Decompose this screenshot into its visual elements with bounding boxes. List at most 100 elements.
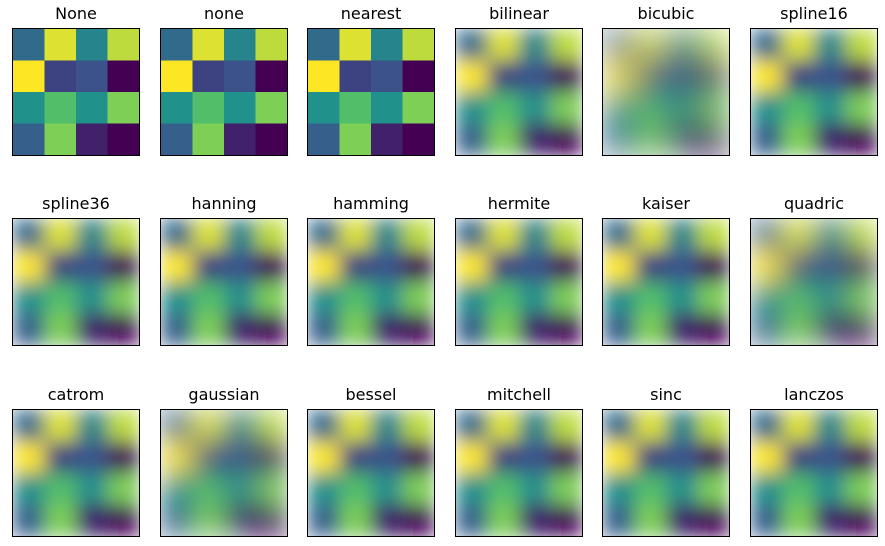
heatmap-cell bbox=[76, 504, 109, 536]
heatmap-panel-3: nearest bbox=[307, 4, 435, 156]
heatmap-cell bbox=[697, 473, 729, 506]
heatmap-plot-area bbox=[307, 409, 435, 537]
heatmap-cell bbox=[666, 92, 699, 125]
heatmap-cell bbox=[697, 250, 729, 283]
heatmap-cell bbox=[76, 219, 109, 252]
heatmap-cell bbox=[550, 219, 582, 252]
heatmap-cell bbox=[751, 60, 784, 93]
heatmap-cell bbox=[371, 313, 404, 345]
heatmap-panel-8: hanning bbox=[160, 194, 288, 346]
heatmap-cell bbox=[255, 92, 287, 125]
heatmap-cell bbox=[339, 29, 372, 62]
heatmap-cell bbox=[255, 123, 287, 155]
heatmap-panel-13: catrom bbox=[12, 385, 140, 537]
heatmap-cell bbox=[697, 123, 729, 155]
heatmap-cell bbox=[845, 282, 877, 315]
heatmap-cell bbox=[192, 123, 225, 155]
heatmap-image bbox=[456, 29, 582, 155]
heatmap-cell bbox=[339, 473, 372, 506]
heatmap-cell bbox=[814, 250, 847, 283]
heatmap-cell bbox=[44, 92, 77, 125]
heatmap-cells bbox=[751, 410, 877, 536]
heatmap-image bbox=[603, 410, 729, 536]
heatmap-cell bbox=[255, 219, 287, 252]
heatmap-cell bbox=[603, 123, 636, 155]
heatmap-cell bbox=[107, 123, 139, 155]
heatmap-cell bbox=[603, 29, 636, 62]
heatmap-panel-10: hermite bbox=[455, 194, 583, 346]
heatmap-cell bbox=[814, 504, 847, 536]
heatmap-cell bbox=[550, 92, 582, 125]
heatmap-cell bbox=[308, 441, 341, 474]
heatmap-cells bbox=[308, 219, 434, 345]
heatmap-cell bbox=[44, 123, 77, 155]
heatmap-cell bbox=[603, 250, 636, 283]
heatmap-cell bbox=[13, 92, 46, 125]
heatmap-cell bbox=[76, 313, 109, 345]
heatmap-cell bbox=[107, 92, 139, 125]
heatmap-cell bbox=[76, 29, 109, 62]
heatmap-plot-area bbox=[602, 218, 730, 346]
heatmap-cell bbox=[456, 282, 489, 315]
heatmap-cell bbox=[845, 504, 877, 536]
panel-title: catrom bbox=[47, 385, 105, 404]
heatmap-plot-area bbox=[750, 218, 878, 346]
heatmap-image bbox=[751, 410, 877, 536]
heatmap-cell bbox=[371, 282, 404, 315]
panel-title: spline16 bbox=[780, 4, 848, 23]
heatmap-cell bbox=[339, 441, 372, 474]
heatmap-cell bbox=[550, 282, 582, 315]
heatmap-cell bbox=[814, 60, 847, 93]
heatmap-cell bbox=[634, 60, 667, 93]
heatmap-cell bbox=[751, 313, 784, 345]
heatmap-cell bbox=[13, 123, 46, 155]
heatmap-cell bbox=[161, 473, 194, 506]
heatmap-cell bbox=[339, 219, 372, 252]
panel-title: gaussian bbox=[188, 385, 260, 404]
heatmap-cell bbox=[603, 60, 636, 93]
heatmap-plot-area bbox=[455, 218, 583, 346]
heatmap-cell bbox=[456, 250, 489, 283]
heatmap-cell bbox=[782, 250, 815, 283]
heatmap-cell bbox=[845, 441, 877, 474]
heatmap-cell bbox=[845, 60, 877, 93]
heatmap-cell bbox=[487, 123, 520, 155]
heatmap-cell bbox=[697, 219, 729, 252]
heatmap-cell bbox=[76, 473, 109, 506]
heatmap-cell bbox=[224, 282, 257, 315]
heatmap-cell bbox=[339, 123, 372, 155]
heatmap-cell bbox=[603, 219, 636, 252]
panel-title: nearest bbox=[340, 4, 402, 23]
heatmap-cell bbox=[44, 250, 77, 283]
heatmap-cell bbox=[76, 123, 109, 155]
heatmap-cell bbox=[192, 29, 225, 62]
heatmap-cell bbox=[456, 60, 489, 93]
heatmap-cell bbox=[371, 219, 404, 252]
heatmap-cells bbox=[603, 29, 729, 155]
heatmap-cell bbox=[550, 504, 582, 536]
heatmap-cell bbox=[814, 410, 847, 443]
heatmap-cell bbox=[634, 313, 667, 345]
heatmap-cell bbox=[634, 92, 667, 125]
heatmap-plot-area bbox=[12, 28, 140, 156]
heatmap-cells bbox=[456, 410, 582, 536]
heatmap-cell bbox=[402, 219, 434, 252]
heatmap-cell bbox=[76, 441, 109, 474]
heatmap-cell bbox=[224, 473, 257, 506]
heatmap-cells bbox=[456, 29, 582, 155]
heatmap-cell bbox=[782, 410, 815, 443]
heatmap-cell bbox=[402, 123, 434, 155]
heatmap-cell bbox=[192, 473, 225, 506]
heatmap-cell bbox=[44, 504, 77, 536]
heatmap-cell bbox=[192, 219, 225, 252]
heatmap-cell bbox=[13, 410, 46, 443]
heatmap-cell bbox=[697, 410, 729, 443]
heatmap-cell bbox=[402, 29, 434, 62]
heatmap-cell bbox=[845, 410, 877, 443]
heatmap-cell bbox=[371, 473, 404, 506]
heatmap-panel-6: spline16 bbox=[750, 4, 878, 156]
panel-title: mitchell bbox=[487, 385, 551, 404]
heatmap-cell bbox=[697, 313, 729, 345]
heatmap-cell bbox=[161, 282, 194, 315]
heatmap-cell bbox=[487, 219, 520, 252]
